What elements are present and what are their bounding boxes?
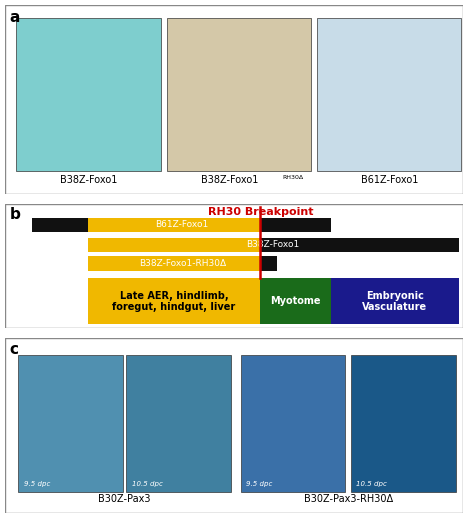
Text: B61Z-Foxo1: B61Z-Foxo1 [360,175,418,184]
Bar [88,256,260,270]
Bar [167,19,311,171]
Text: Embryonic
Vasculature: Embryonic Vasculature [362,291,427,312]
Bar [126,355,231,492]
Text: B38Z-Foxo1: B38Z-Foxo1 [247,240,300,249]
Text: RH30 Breakpoint: RH30 Breakpoint [208,208,313,218]
Text: B38Z-Foxo1-RH30Δ: B38Z-Foxo1-RH30Δ [139,259,226,268]
Bar [88,238,459,252]
Bar [32,218,331,232]
Text: B61Z-Foxo1: B61Z-Foxo1 [155,220,208,229]
Bar [260,278,331,324]
Text: Myotome: Myotome [271,296,321,306]
Bar [88,278,260,324]
Text: Late AER, hindlimb,
foregut, hindgut, liver: Late AER, hindlimb, foregut, hindgut, li… [112,291,236,312]
Bar [88,238,260,252]
Bar [16,19,161,171]
Bar [18,355,123,492]
Bar [88,218,260,232]
Text: a: a [9,10,20,25]
Text: c: c [9,342,18,357]
Text: B38Z-Foxo1: B38Z-Foxo1 [60,175,117,184]
Bar [317,19,461,171]
Bar [241,355,345,492]
Text: B30Z-Pax3: B30Z-Pax3 [98,494,151,504]
Text: 9.5 dpc: 9.5 dpc [246,481,273,486]
Text: 10.5 dpc: 10.5 dpc [357,481,388,486]
Text: B38Z-Foxo1: B38Z-Foxo1 [201,175,258,184]
Bar [88,256,278,270]
Text: B30Z-Pax3-RH30Δ: B30Z-Pax3-RH30Δ [304,494,393,504]
Text: 9.5 dpc: 9.5 dpc [24,481,51,486]
Text: 10.5 dpc: 10.5 dpc [132,481,162,486]
Bar [331,278,459,324]
Text: b: b [9,207,20,222]
Text: RH30Δ: RH30Δ [282,175,304,180]
Bar [351,355,455,492]
